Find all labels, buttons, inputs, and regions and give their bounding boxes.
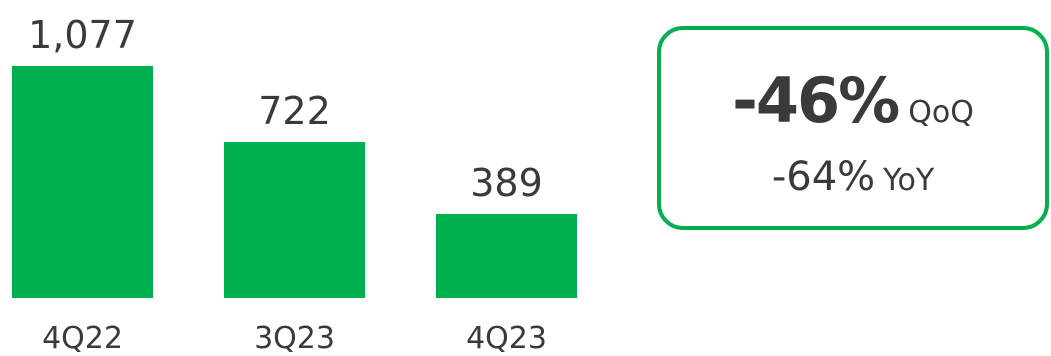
bar-3Q23 bbox=[224, 142, 365, 298]
bar-4Q22 bbox=[12, 66, 153, 298]
value-label-4Q23: 389 bbox=[470, 161, 543, 206]
bar-4Q23 bbox=[436, 214, 577, 298]
qoq-value: -46% bbox=[732, 64, 900, 137]
qoq-label: QoQ bbox=[908, 95, 974, 130]
qoq-line: -46% QoQ bbox=[661, 64, 1045, 137]
category-label-4Q22: 4Q22 bbox=[42, 321, 123, 356]
category-label-4Q23: 4Q23 bbox=[466, 321, 547, 356]
yoy-line: -64% YoY bbox=[661, 154, 1045, 200]
value-label-3Q23: 722 bbox=[258, 89, 331, 134]
yoy-value: -64% bbox=[771, 154, 876, 200]
change-callout-box: -46% QoQ -64% YoY bbox=[657, 26, 1049, 230]
yoy-label: YoY bbox=[883, 163, 935, 198]
category-label-3Q23: 3Q23 bbox=[254, 321, 335, 356]
value-label-4Q22: 1,077 bbox=[28, 13, 137, 57]
